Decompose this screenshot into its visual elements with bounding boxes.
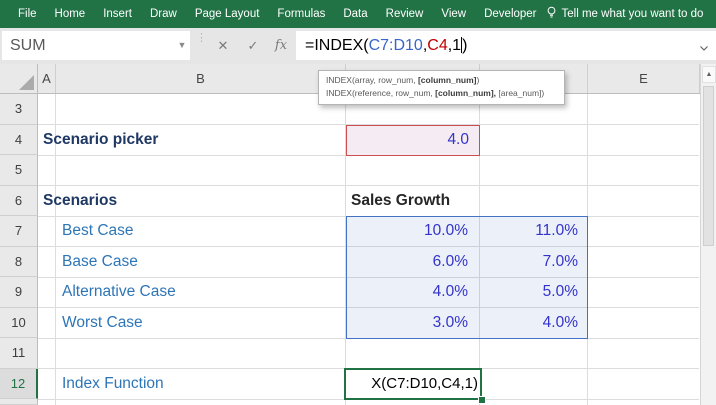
name-box-dropdown-icon[interactable]: ▼ (177, 40, 187, 50)
formula-sep2: ,1 (447, 37, 462, 54)
tooltip-line-1: INDEX(array, row_num, [column_num]) (326, 75, 480, 85)
cell-c9-value[interactable]: 4.0% (432, 283, 468, 300)
name-box[interactable]: SUM (2, 31, 190, 60)
formula-cell-ref: C4 (427, 37, 448, 54)
row-header-5[interactable]: 5 (0, 155, 38, 186)
row-header-7[interactable]: 7 (0, 216, 38, 247)
cell-c8-value[interactable]: 6.0% (432, 253, 468, 270)
fill-handle[interactable] (478, 396, 486, 404)
row-header-13-partial[interactable] (0, 399, 38, 405)
tab-review[interactable]: Review (385, 8, 424, 20)
formula-bar: SUM ▼ ⋮ ✕ ✓ fx =INDEX(C7:D10,C4,1) (0, 28, 716, 64)
cell-c12-formula-text: X(C7:D10,C4,1) (371, 375, 478, 392)
tell-me-box[interactable]: Tell me what you want to do (546, 6, 716, 22)
tab-draw[interactable]: Draw (149, 8, 177, 20)
column-header-a[interactable]: A (38, 64, 56, 93)
vertical-scrollbar[interactable]: ▲ (700, 64, 716, 405)
formula-bar-resize-handle[interactable]: ⋮ (196, 32, 207, 44)
row-header-3[interactable]: 3 (0, 94, 38, 125)
cell-b12-index-function[interactable]: Index Function (62, 375, 164, 392)
column-header-d[interactable] (480, 64, 588, 93)
row-header-6[interactable]: 6 (0, 186, 38, 216)
function-tooltip: INDEX(array, row_num, [column_num]) INDE… (318, 70, 565, 105)
tab-data[interactable]: Data (343, 8, 368, 20)
cell-c4-value: 4.0 (447, 131, 469, 148)
tooltip-line-2: INDEX(reference, row_num, [column_num], … (326, 87, 545, 98)
formula-suffix: ) (462, 37, 468, 54)
column-header-e[interactable]: E (588, 64, 700, 93)
cell-c4-picker[interactable]: 4.0 (346, 125, 480, 156)
row-header-8[interactable]: 8 (0, 247, 38, 277)
cell-c12-editing[interactable]: X(C7:D10,C4,1) (344, 368, 482, 400)
text-cursor (461, 37, 463, 53)
tab-developer[interactable]: Developer (484, 8, 537, 20)
expand-formula-bar-icon[interactable] (699, 39, 711, 51)
enter-button[interactable]: ✓ (247, 38, 259, 53)
cell-c6-sales-growth[interactable]: Sales Growth (351, 192, 451, 209)
tab-formulas[interactable]: Formulas (277, 8, 326, 20)
cell-a4-scenario-picker[interactable]: Scenario picker (43, 131, 159, 148)
select-all-triangle-icon (19, 75, 34, 90)
cancel-button[interactable]: ✕ (217, 38, 229, 53)
tab-file[interactable]: File (18, 8, 37, 20)
cell-d10-value[interactable]: 4.0% (542, 314, 578, 331)
formula-sep1: , (422, 37, 428, 54)
worksheet-grid: A B E 3 4 5 6 7 8 9 10 11 12 (0, 64, 716, 405)
row-header-10[interactable]: 10 (0, 308, 38, 338)
formula-input[interactable]: =INDEX(C7:D10,C4,1) (296, 31, 716, 60)
cell-a6-scenarios[interactable]: Scenarios (43, 192, 118, 209)
cell-d8-value[interactable]: 7.0% (542, 253, 578, 270)
cell-d7-value[interactable]: 11.0% (535, 222, 578, 239)
formula-prefix: =INDEX( (305, 37, 369, 54)
cell-c10-value[interactable]: 3.0% (432, 314, 468, 331)
tab-home[interactable]: Home (54, 8, 86, 20)
tab-page-layout[interactable]: Page Layout (194, 8, 260, 20)
ribbon-tab-bar: File Home Insert Draw Page Layout Formul… (0, 0, 716, 28)
row-header-9[interactable]: 9 (0, 277, 38, 308)
row-header-11[interactable]: 11 (0, 338, 38, 369)
scrollbar-thumb[interactable] (703, 86, 714, 246)
cell-c7-value[interactable]: 10.0% (424, 222, 468, 239)
tab-view[interactable]: View (441, 8, 467, 20)
insert-function-button[interactable]: fx (274, 38, 288, 53)
select-all-button[interactable] (0, 64, 38, 93)
formula-range-highlight (346, 216, 588, 339)
cell-d9-value[interactable]: 5.0% (542, 283, 578, 300)
cell-b10-label[interactable]: Worst Case (62, 314, 143, 331)
column-header-b[interactable]: B (56, 64, 346, 93)
cell-b9-label[interactable]: Alternative Case (62, 283, 176, 300)
lightbulb-icon (546, 6, 557, 22)
tab-insert[interactable]: Insert (103, 8, 132, 20)
cell-b8-label[interactable]: Base Case (62, 253, 138, 270)
formula-range-ref: C7:D10 (368, 37, 423, 54)
row-header-12[interactable]: 12 (0, 369, 38, 399)
tell-me-label: Tell me what you want to do (561, 8, 704, 20)
scroll-up-icon[interactable]: ▲ (702, 66, 716, 83)
cell-b7-label[interactable]: Best Case (62, 222, 134, 239)
row-header-4[interactable]: 4 (0, 125, 38, 155)
